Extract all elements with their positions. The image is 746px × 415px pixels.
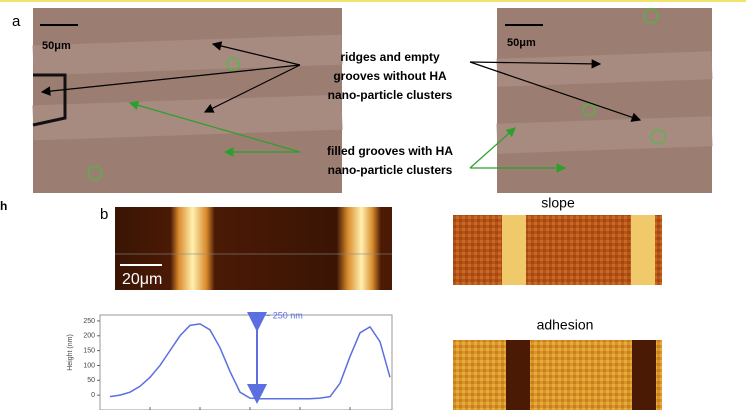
annotation-line: grooves without HA xyxy=(333,69,447,83)
annotation-line: nano-particle clusters xyxy=(328,88,453,102)
y-tick-label: 0 xyxy=(91,392,95,399)
y-tick-label: 200 xyxy=(83,333,95,340)
edge-label: h xyxy=(0,199,7,213)
height-profile: 0 50 100 150 200 250 Height (nm) ~ 250 nm xyxy=(67,310,392,410)
y-axis-label: Height (nm) xyxy=(67,334,74,371)
adhesion-title: adhesion xyxy=(537,317,594,333)
figure: a h 50μm 50μm ridges and empty grooves wi… xyxy=(0,0,746,410)
micrograph-left xyxy=(33,8,343,193)
top-rule xyxy=(0,0,746,2)
panel-label: b xyxy=(100,206,108,223)
height-annotation: ~ 250 nm xyxy=(265,310,303,320)
micrograph-right xyxy=(497,8,713,193)
slope-title: slope xyxy=(541,195,575,211)
y-tick-label: 50 xyxy=(87,377,95,384)
annotation-line: ridges and empty xyxy=(340,50,440,64)
scale-label: 50μm xyxy=(507,37,536,49)
adhesion-image xyxy=(453,340,662,410)
y-tick-label: 250 xyxy=(83,318,95,325)
panel-label: a xyxy=(12,13,21,30)
y-tick-label: 100 xyxy=(83,362,95,369)
annotations: ridges and empty grooves without HA nano-p… xyxy=(327,50,453,177)
profile-curve xyxy=(110,324,390,399)
scale-label: 20μm xyxy=(122,271,162,288)
slope-image xyxy=(453,215,662,285)
scale-label: 50μm xyxy=(42,40,71,52)
annotation-line: filled grooves with HA xyxy=(327,144,453,158)
annotation-line: nano-particle clusters xyxy=(328,163,453,177)
y-tick-label: 150 xyxy=(83,347,95,354)
